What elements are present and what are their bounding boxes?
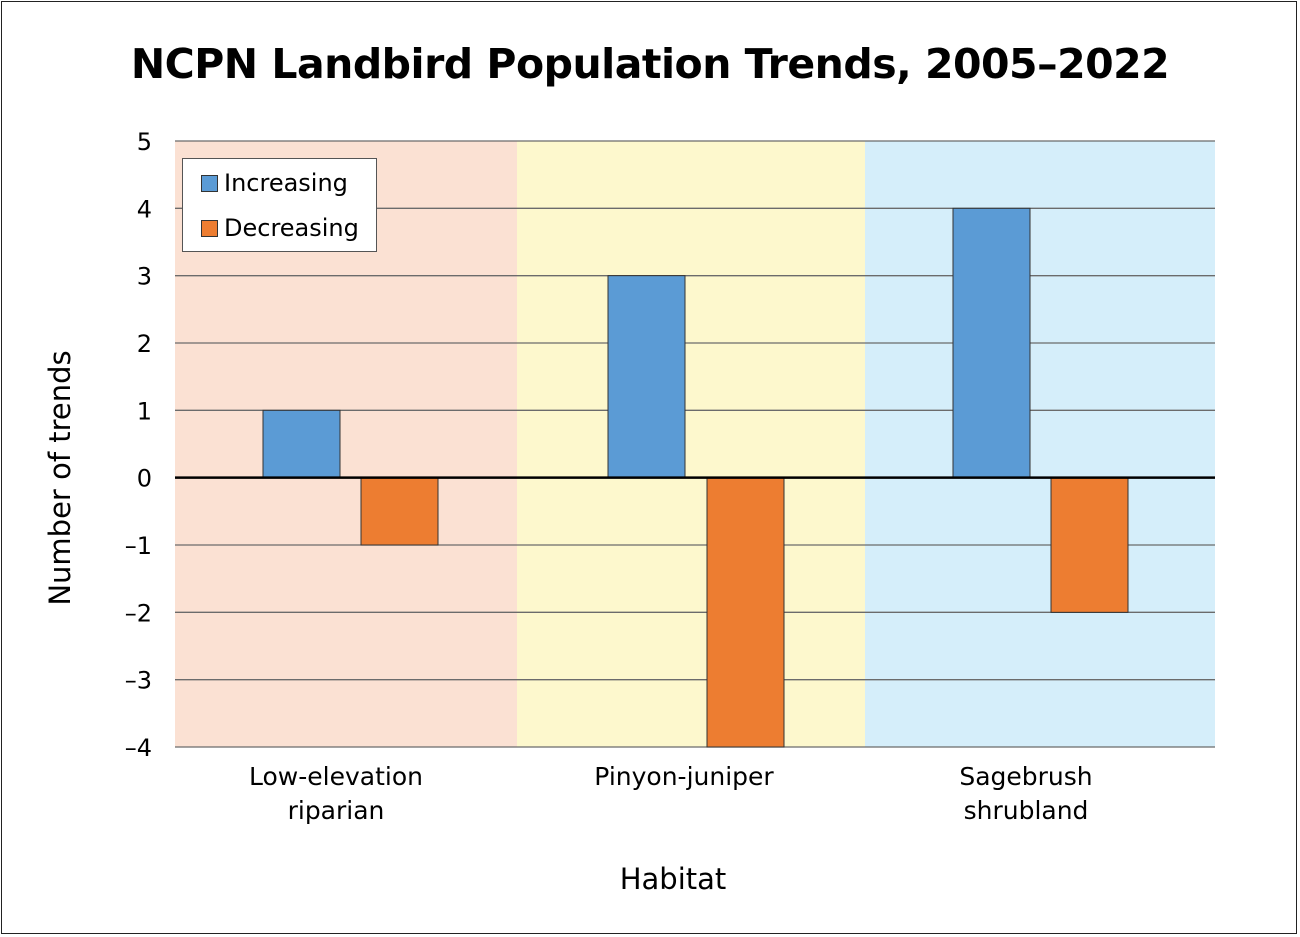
x-axis-label: Habitat <box>619 862 727 896</box>
category-label: Low-elevation riparian <box>249 762 423 825</box>
bar-decreasing <box>360 477 439 546</box>
y-tick-label: 4 <box>137 195 152 223</box>
y-tick-label: 5 <box>137 128 152 156</box>
legend: Increasing Decreasing <box>182 158 377 252</box>
y-tick-label: 2 <box>137 330 152 358</box>
bar-decreasing <box>706 477 785 748</box>
legend-swatch <box>201 174 218 192</box>
category-label: Pinyon-juniper <box>594 762 774 791</box>
legend-item-increasing: Increasing <box>201 169 348 197</box>
y-tick-label: 3 <box>137 263 152 291</box>
y-tick-label: –4 <box>125 734 152 762</box>
category-label: Sagebrush shrubland <box>959 762 1093 825</box>
y-tick-label: –3 <box>125 667 152 695</box>
legend-item-decreasing: Decreasing <box>201 214 359 242</box>
bar-increasing <box>262 409 341 479</box>
bar-decreasing <box>1050 477 1129 613</box>
y-tick-label: –1 <box>125 532 152 560</box>
habitat-band <box>517 141 865 747</box>
habitat-band <box>865 141 1215 747</box>
legend-swatch <box>201 219 218 237</box>
y-tick-label: –2 <box>125 599 152 627</box>
chart-title: NCPN Landbird Population Trends, 2005–20… <box>130 40 1170 88</box>
bar-increasing <box>607 275 686 479</box>
bar-increasing <box>952 207 1031 479</box>
y-tick-label: 0 <box>137 465 152 493</box>
y-tick-label: 1 <box>137 397 152 425</box>
